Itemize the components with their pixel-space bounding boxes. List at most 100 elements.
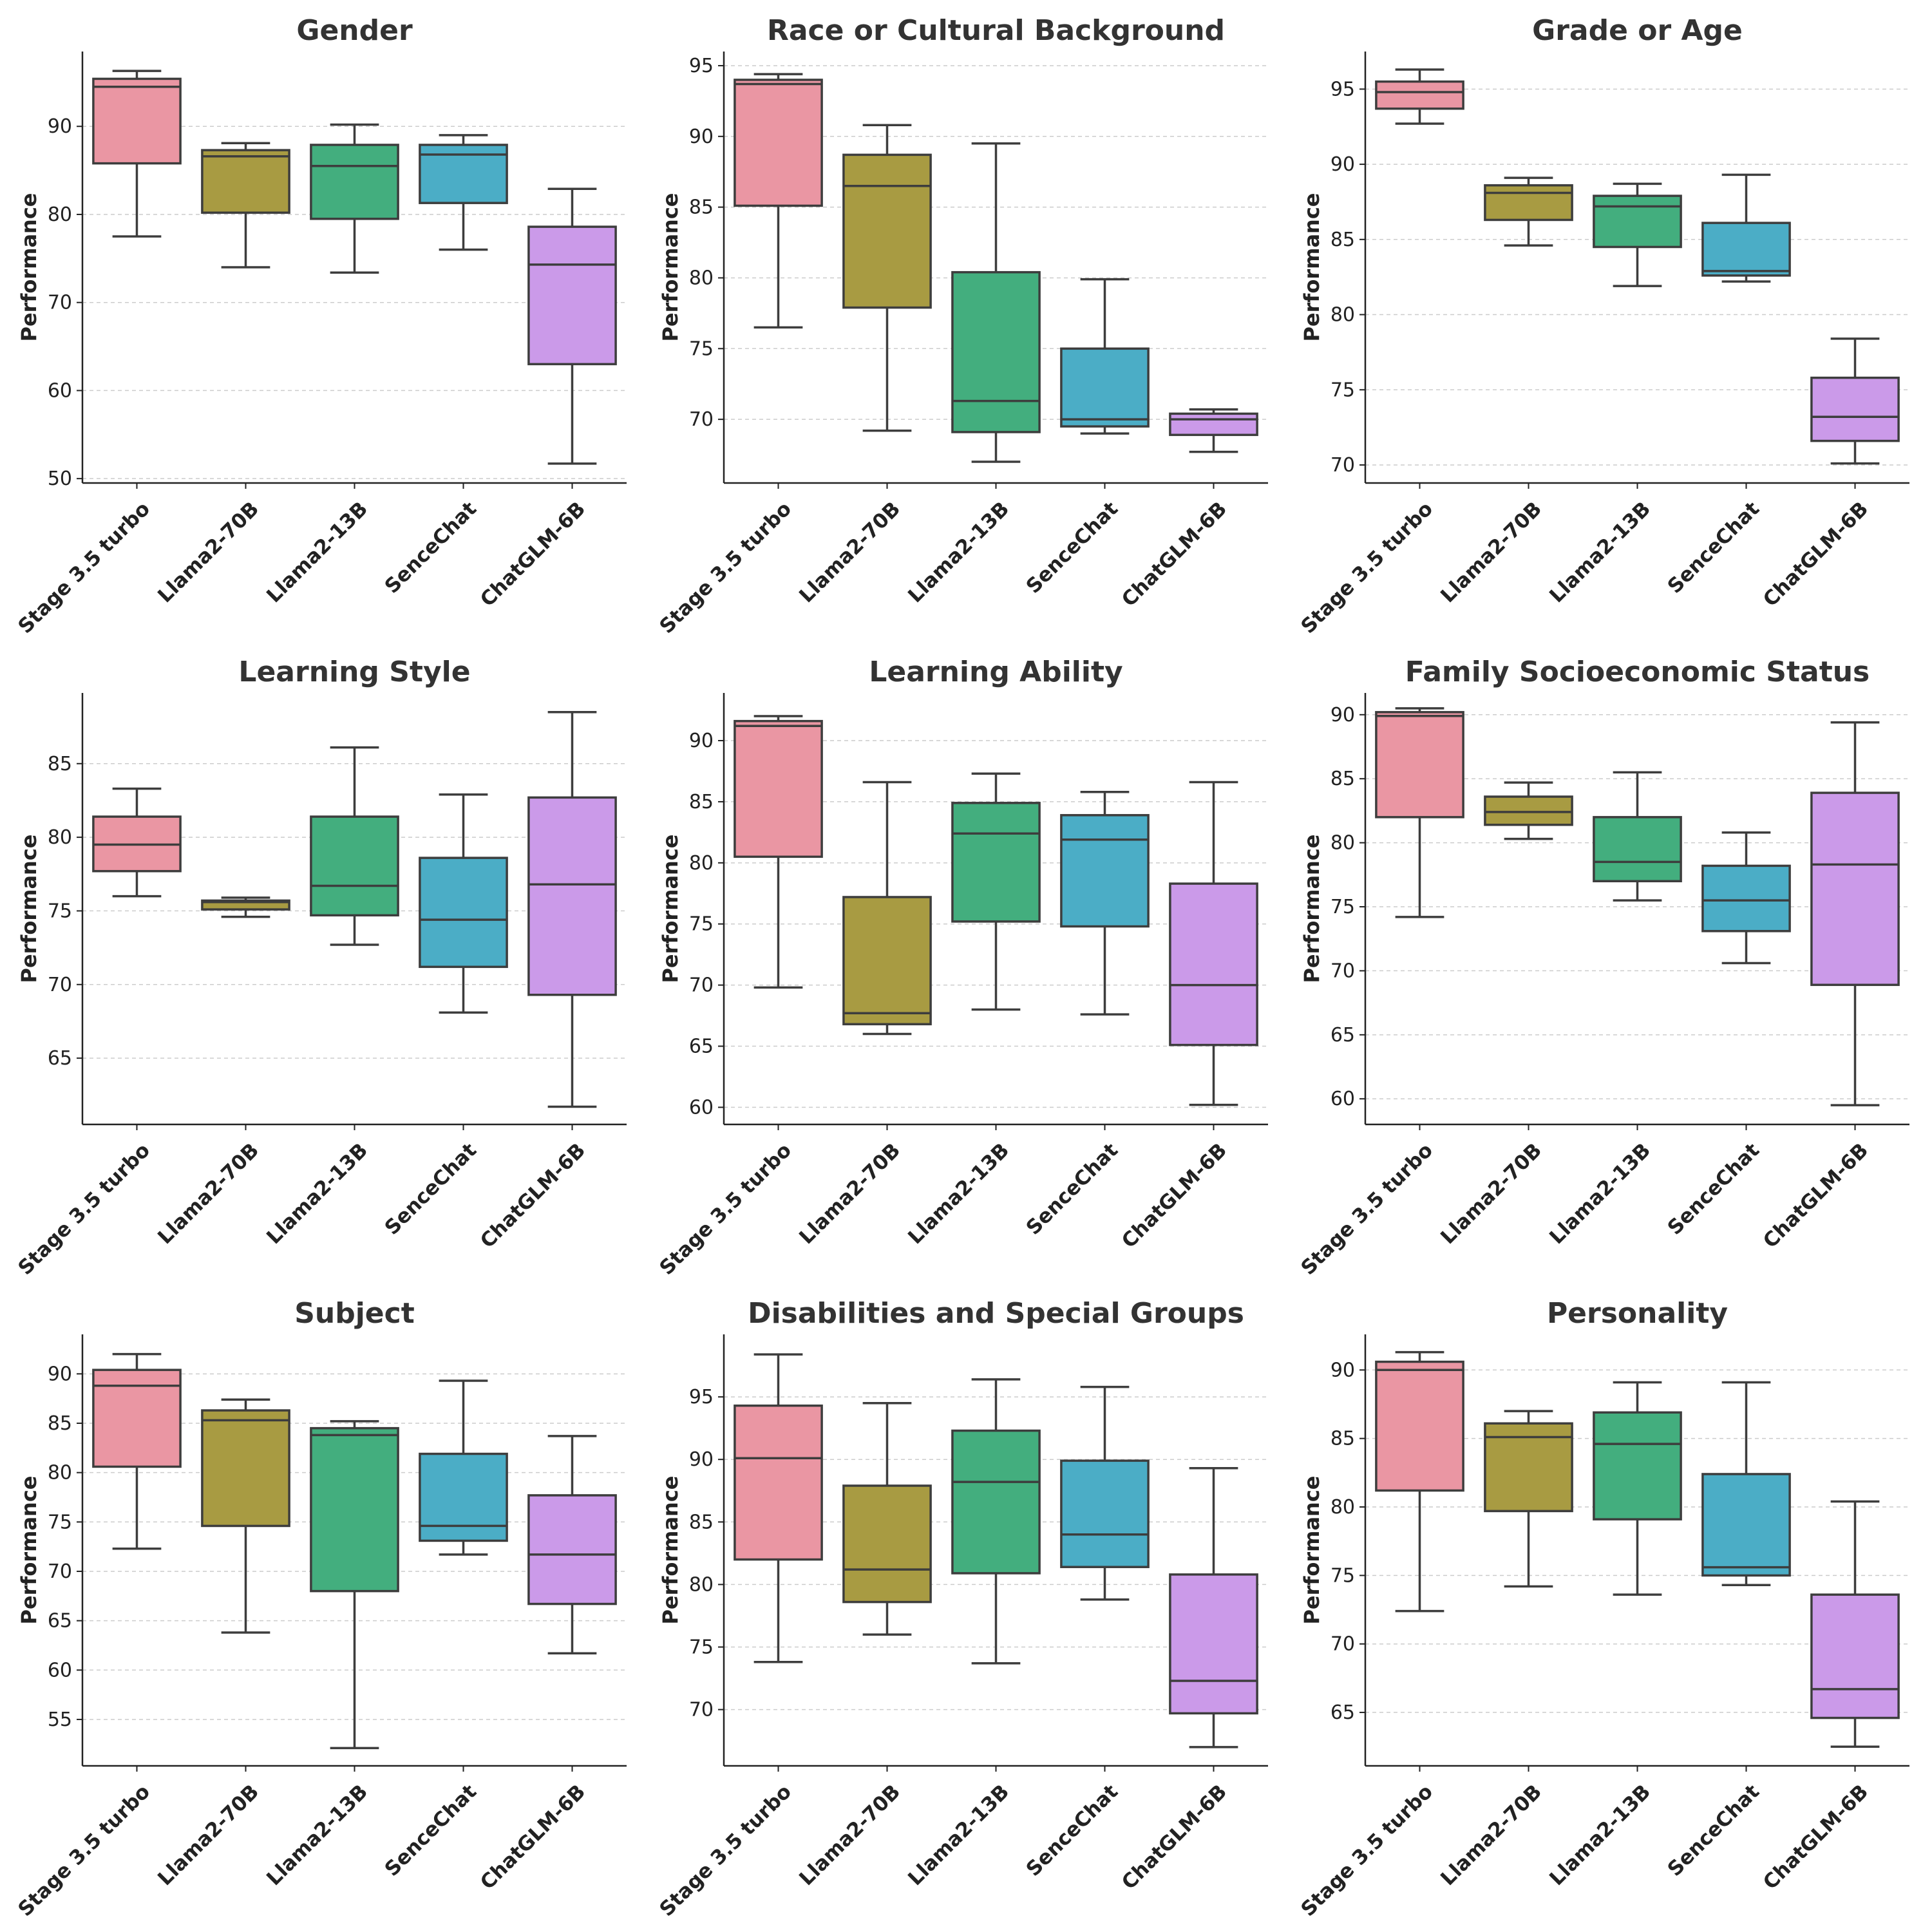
box-4 xyxy=(1810,1500,1900,1748)
y-tick-label: 70 xyxy=(1331,1633,1355,1656)
box-iqr xyxy=(842,153,932,309)
x-tick-label: Llama2-13B xyxy=(1545,497,1655,607)
x-tick-label: Llama2-70B xyxy=(795,1780,905,1890)
y-tick-label: 80 xyxy=(1331,832,1355,855)
x-tick-label: Stage 3.5 turbo xyxy=(14,1780,155,1921)
y-tick-label: 80 xyxy=(48,204,72,226)
x-tick-label: Stage 3.5 turbo xyxy=(14,1139,155,1280)
y-axis-label: Performance xyxy=(1300,193,1324,341)
box-iqr xyxy=(1375,1360,1464,1492)
box-4 xyxy=(527,710,617,1108)
box-iqr xyxy=(951,270,1041,433)
x-tick-label: ChatGLM-6B xyxy=(1117,497,1231,611)
box-iqr xyxy=(310,144,399,220)
box-iqr xyxy=(1810,791,1900,987)
y-tick-label: 85 xyxy=(1331,768,1355,790)
box-iqr xyxy=(1593,194,1682,249)
y-axis-label: Performance xyxy=(17,1475,41,1624)
panel-1: 70 75 80 85 90 95 Stage 3.5 turboLlama2-70BLla… xyxy=(655,14,1268,638)
box-iqr xyxy=(1701,864,1791,933)
panel-title: Gender xyxy=(296,14,413,47)
panel-title: Personality xyxy=(1547,1297,1728,1330)
y-tick-label: 80 xyxy=(1331,1496,1355,1519)
y-tick-label: 75 xyxy=(689,913,714,936)
panel-title: Family Socioeconomic Status xyxy=(1405,656,1870,688)
box-2 xyxy=(951,1378,1041,1665)
y-tick-label: 60 xyxy=(48,1659,72,1681)
y-tick-label: 75 xyxy=(48,1511,72,1533)
box-4 xyxy=(1810,721,1900,1106)
box-2 xyxy=(310,123,399,274)
x-tick-label: SenceChat xyxy=(1022,1780,1123,1881)
box-iqr xyxy=(842,1484,932,1604)
box-3 xyxy=(419,134,508,251)
y-tick-label: 95 xyxy=(1331,78,1355,100)
y-tick-label: 80 xyxy=(689,267,714,289)
y-tick-label: 70 xyxy=(1331,454,1355,477)
x-tick-label: SenceChat xyxy=(1663,1139,1765,1240)
box-1 xyxy=(842,781,932,1036)
box-3 xyxy=(1060,790,1150,1016)
box-iqr xyxy=(1169,882,1258,1046)
box-2 xyxy=(951,142,1041,463)
y-tick-label: 80 xyxy=(689,1573,714,1596)
box-iqr xyxy=(92,1368,182,1468)
box-iqr xyxy=(1060,347,1150,428)
y-axis-label: Performance xyxy=(17,193,41,341)
box-iqr xyxy=(1593,816,1682,883)
x-tick-label: SenceChat xyxy=(1022,1139,1123,1240)
y-tick-label: 85 xyxy=(48,753,72,775)
box-1 xyxy=(201,142,290,269)
y-axis-label: Performance xyxy=(658,193,683,341)
panel-title: Race or Cultural Background xyxy=(767,14,1225,47)
y-tick-label: 70 xyxy=(1331,960,1355,982)
y-tick-label: 50 xyxy=(48,468,72,490)
x-tick-label: Stage 3.5 turbo xyxy=(655,1780,796,1921)
y-axis-label: Performance xyxy=(1300,834,1324,983)
y-tick-label: 80 xyxy=(48,1462,72,1484)
y-tick-label: 95 xyxy=(689,1386,714,1408)
x-tick-label: SenceChat xyxy=(1022,497,1123,598)
y-tick-label: 80 xyxy=(1331,304,1355,327)
box-3 xyxy=(1701,173,1791,283)
y-tick-label: 90 xyxy=(1331,153,1355,176)
x-tick-label: SenceChat xyxy=(1663,497,1765,598)
x-tick-label: Llama2-70B xyxy=(1436,1139,1546,1249)
x-tick-label: SenceChat xyxy=(381,1139,482,1240)
y-tick-label: 75 xyxy=(689,1636,714,1659)
x-tick-label: Llama2-13B xyxy=(1545,1780,1655,1890)
box-iqr xyxy=(527,1494,617,1605)
box-iqr xyxy=(527,225,617,366)
x-tick-label: Llama2-13B xyxy=(262,1139,372,1249)
box-1 xyxy=(1484,176,1573,247)
box-iqr xyxy=(1060,814,1150,928)
x-tick-label: Llama2-13B xyxy=(904,1780,1014,1890)
y-tick-label: 90 xyxy=(1331,704,1355,726)
y-axis-label: Performance xyxy=(1300,1475,1324,1624)
panel-0: 50 60 70 80 90 Stage 3.5 turboLlama2-70BLlama… xyxy=(14,14,627,638)
panel-title: Grade or Age xyxy=(1532,14,1743,47)
y-tick-label: 70 xyxy=(689,1699,714,1721)
x-tick-label: Llama2-70B xyxy=(153,497,263,607)
y-tick-label: 80 xyxy=(48,826,72,849)
box-iqr xyxy=(1169,412,1258,437)
box-4 xyxy=(1169,408,1258,453)
x-tick-label: Llama2-70B xyxy=(1436,497,1546,607)
x-tick-label: ChatGLM-6B xyxy=(1759,1780,1873,1894)
y-tick-label: 55 xyxy=(48,1709,72,1731)
box-3 xyxy=(1701,1381,1791,1586)
box-iqr xyxy=(1169,1573,1258,1715)
y-tick-label: 75 xyxy=(1331,1564,1355,1587)
box-iqr xyxy=(1375,711,1464,819)
box-1 xyxy=(842,124,932,432)
box-0 xyxy=(1375,1350,1464,1613)
x-tick-label: Stage 3.5 turbo xyxy=(655,497,796,638)
y-tick-label: 90 xyxy=(1331,1359,1355,1381)
y-tick-label: 60 xyxy=(48,379,72,402)
panel-2: 70 75 80 85 90 95 Stage 3.5 turboLlama2-70BLla… xyxy=(1296,14,1909,638)
y-tick-label: 85 xyxy=(1331,229,1355,251)
panel-7: 70 75 80 85 90 95 Stage 3.5 turboLlama2-70BLla… xyxy=(655,1297,1268,1921)
y-tick-label: 70 xyxy=(48,1560,72,1583)
box-3 xyxy=(1060,1385,1150,1601)
